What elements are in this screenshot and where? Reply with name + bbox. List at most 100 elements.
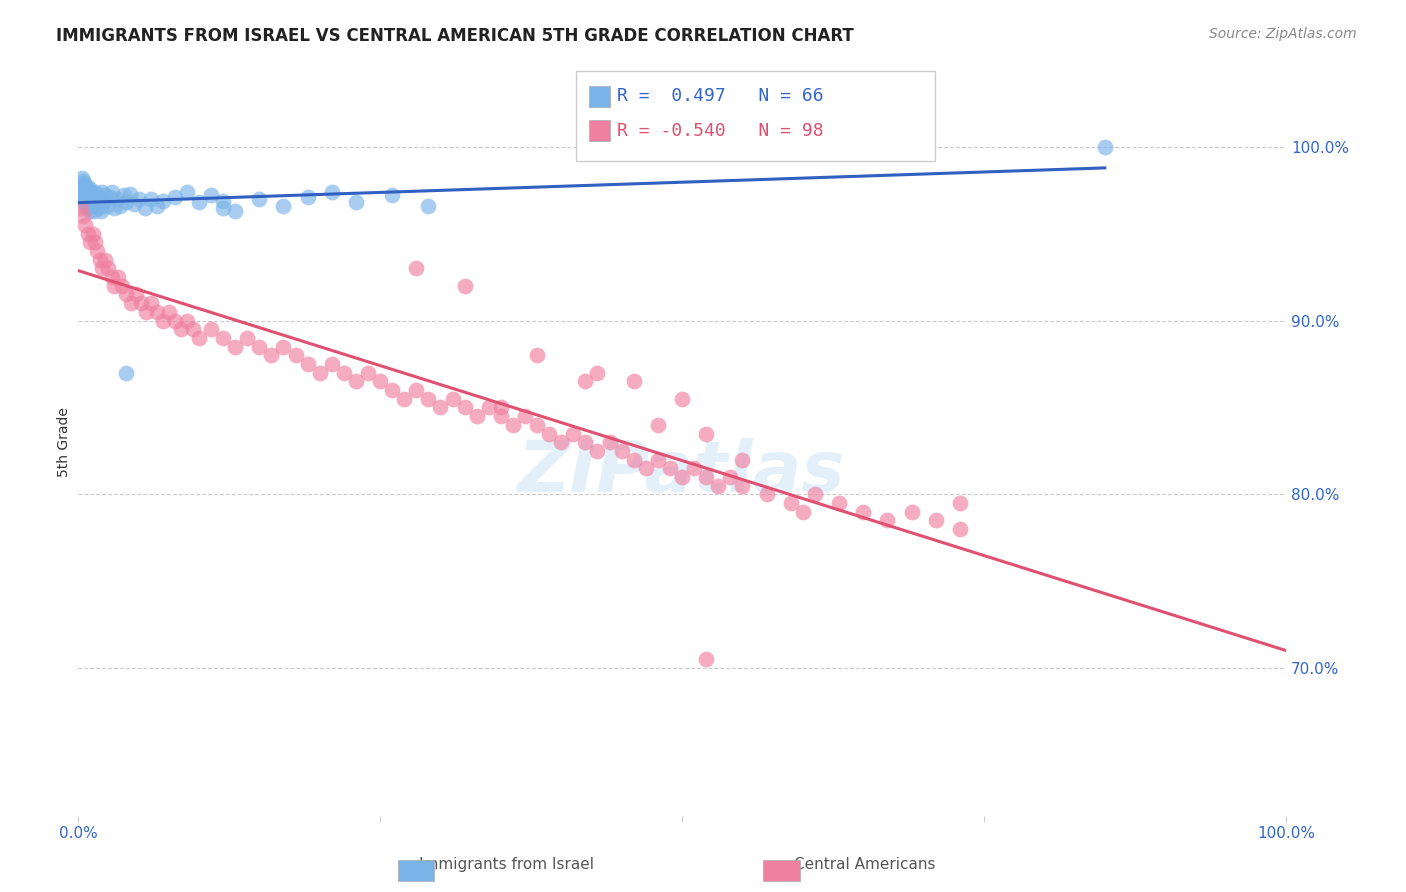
Point [792,505,814,519]
Text: R =  0.497   N = 66: R = 0.497 N = 66 [617,87,824,105]
Point [429,401,451,415]
Point [73,186,96,201]
Point [176,185,198,199]
Point [273,340,295,354]
Point [72,192,94,206]
Point [97,261,120,276]
Point [441,392,464,406]
Point [157,305,180,319]
Point [82,199,104,213]
Point [489,401,512,415]
Point [695,426,717,441]
Point [101,185,124,199]
Point [489,409,512,424]
Point [128,192,150,206]
Point [112,188,135,202]
Point [98,190,121,204]
Point [321,357,343,371]
Point [224,340,246,354]
Point [321,185,343,199]
Point [671,392,693,406]
Point [718,470,741,484]
Point [145,305,167,319]
Point [76,185,98,199]
Point [647,452,669,467]
Point [73,176,96,190]
Point [212,194,235,208]
Text: Source: ZipAtlas.com: Source: ZipAtlas.com [1209,27,1357,41]
Point [115,366,138,380]
Point [91,261,114,276]
Point [418,392,440,406]
Point [949,496,972,510]
Point [550,435,572,450]
Point [647,417,669,432]
Point [101,270,124,285]
Point [297,190,319,204]
Point [89,252,111,267]
Point [828,496,851,510]
Point [381,383,404,397]
Point [453,278,475,293]
Point [478,401,501,415]
Point [924,513,946,527]
Point [170,322,193,336]
Point [538,426,561,441]
Point [83,204,105,219]
Point [368,375,391,389]
Point [103,278,125,293]
Point [755,487,778,501]
Point [876,513,898,527]
Point [93,252,115,267]
Point [69,188,91,202]
Point [200,188,222,202]
Point [634,461,657,475]
Point [163,313,186,327]
Point [344,375,367,389]
Point [145,199,167,213]
Point [120,186,142,201]
Point [87,201,110,215]
Point [84,195,107,210]
Point [394,392,416,406]
Point [69,201,91,215]
Point [72,174,94,188]
Point [77,181,100,195]
Point [70,171,93,186]
Point [105,192,128,206]
Point [90,204,112,219]
Point [187,195,209,210]
Point [70,181,93,195]
Point [76,179,98,194]
Point [76,227,98,241]
Point [562,426,585,441]
Point [852,505,875,519]
Point [731,478,754,492]
Point [247,340,270,354]
Point [96,199,118,213]
Point [623,452,645,467]
Point [344,195,367,210]
Point [586,366,609,380]
Point [574,375,596,389]
Point [181,322,204,336]
Point [152,313,174,327]
Point [381,188,404,202]
Point [526,417,548,432]
Point [125,287,148,301]
Point [79,204,101,219]
Point [187,331,209,345]
Point [418,199,440,213]
Point [75,183,97,197]
Point [273,199,295,213]
Point [115,287,138,301]
Point [804,487,827,501]
Point [75,199,97,213]
Point [260,348,283,362]
Point [110,278,132,293]
Point [236,331,259,345]
Point [949,522,972,536]
Point [103,201,125,215]
Point [333,366,356,380]
Point [513,409,536,424]
